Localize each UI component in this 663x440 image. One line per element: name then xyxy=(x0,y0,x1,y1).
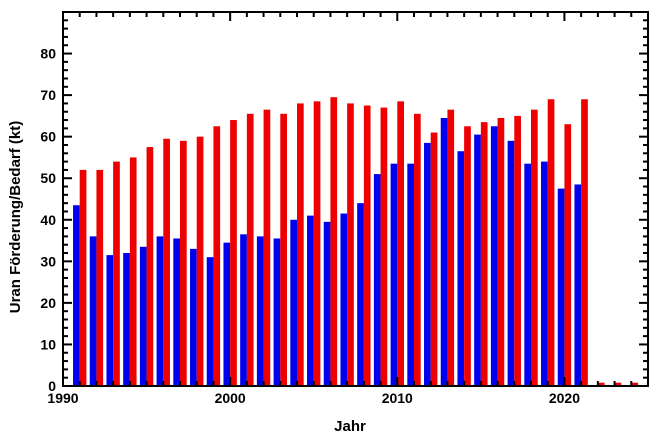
production-bar xyxy=(490,126,498,386)
production-bar xyxy=(190,248,197,386)
production-bar xyxy=(290,219,297,386)
y-tick-label: 20 xyxy=(40,295,56,311)
demand-bar xyxy=(631,382,638,386)
demand-bar xyxy=(263,109,271,386)
production-bar xyxy=(574,184,582,386)
x-tick-label: 1990 xyxy=(47,390,78,406)
demand-bar xyxy=(447,109,455,386)
demand-bar xyxy=(79,169,87,386)
demand-bar xyxy=(330,97,338,386)
plot-frame xyxy=(62,11,649,387)
demand-bar xyxy=(96,169,104,386)
demand-bar xyxy=(313,101,321,386)
demand-bar xyxy=(297,103,304,387)
production-bar xyxy=(139,246,147,386)
demand-bar xyxy=(614,382,622,386)
production-bar xyxy=(106,255,114,386)
y-tick-label: 60 xyxy=(40,129,56,145)
y-tick-label: 80 xyxy=(40,46,56,62)
demand-bar xyxy=(246,113,254,386)
demand-bar xyxy=(397,101,404,386)
x-tick-label: 2020 xyxy=(549,390,580,406)
demand-bar xyxy=(196,136,204,386)
demand-bar xyxy=(430,132,438,386)
demand-bar xyxy=(380,107,388,386)
y-tick-label: 30 xyxy=(40,253,56,269)
y-tick-label: 50 xyxy=(40,170,56,186)
demand-bar xyxy=(230,120,237,386)
production-bar xyxy=(474,134,481,386)
demand-bar xyxy=(414,113,421,386)
production-bar xyxy=(424,142,431,386)
demand-bar xyxy=(280,113,287,386)
bars-group xyxy=(73,97,638,387)
production-bar xyxy=(541,161,548,386)
demand-bar xyxy=(129,157,137,386)
demand-bar xyxy=(497,117,505,386)
production-bar xyxy=(457,151,465,386)
axes-group: 1990 2000 2010 2020 0 10 20 30 40 50 60 70 80 xyxy=(40,11,649,406)
production-bar xyxy=(307,215,314,386)
production-bar xyxy=(89,236,97,386)
demand-bar xyxy=(363,105,371,386)
demand-bar xyxy=(581,99,588,387)
production-bar xyxy=(223,242,231,386)
production-bar xyxy=(123,253,130,386)
production-bar xyxy=(524,163,531,386)
demand-bar xyxy=(146,147,154,386)
production-bar xyxy=(373,174,381,386)
production-bar xyxy=(256,236,264,386)
demand-bar xyxy=(113,161,120,386)
production-bar xyxy=(323,221,331,386)
demand-bar xyxy=(531,109,538,386)
demand-bar xyxy=(464,126,471,386)
y-tick-label: 40 xyxy=(40,212,56,228)
demand-bar xyxy=(597,382,605,386)
y-tick-label: 70 xyxy=(40,87,56,103)
production-bar xyxy=(557,188,565,386)
x-tick-label: 2010 xyxy=(382,390,413,406)
production-bar xyxy=(173,238,180,386)
demand-bar xyxy=(163,138,170,386)
demand-bar xyxy=(180,140,187,386)
production-bar xyxy=(357,203,364,386)
production-bar xyxy=(407,163,414,386)
production-bar xyxy=(273,238,281,386)
production-bar xyxy=(206,257,214,386)
demand-bar xyxy=(213,126,221,386)
production-bar xyxy=(507,140,515,386)
production-bar xyxy=(156,236,164,386)
demand-bar xyxy=(547,99,555,387)
demand-bar xyxy=(480,122,488,387)
demand-bar xyxy=(514,115,521,386)
production-bar xyxy=(240,234,247,386)
x-tick-label: 2000 xyxy=(215,390,246,406)
x-axis-label: Jahr xyxy=(334,418,366,435)
y-tick-label: 0 xyxy=(48,378,56,394)
production-bar xyxy=(73,205,80,386)
production-bar xyxy=(440,117,448,386)
y-tick-label: 10 xyxy=(40,336,56,352)
production-bar xyxy=(340,213,348,386)
production-bar xyxy=(390,163,398,386)
y-axis-label: Uran Förderung/Bedarf (kt) xyxy=(7,121,24,314)
demand-bar xyxy=(564,124,572,386)
demand-bar xyxy=(347,103,354,387)
